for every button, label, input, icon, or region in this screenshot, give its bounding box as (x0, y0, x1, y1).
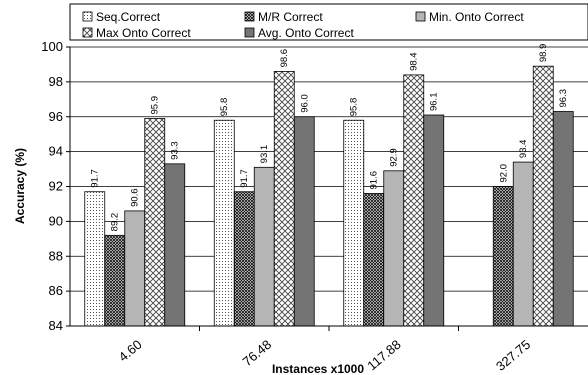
bar-seq-correct-2 (343, 119, 365, 327)
y-tick-label: 88 (49, 248, 63, 263)
data-label: 89.2 (110, 213, 121, 232)
x-tick-label: 327.75 (493, 337, 533, 374)
y-tick-label: 92 (49, 179, 63, 194)
legend-label: Avg. Onto Correct (258, 26, 354, 40)
x-axis-title: Instances x1000 (272, 362, 364, 375)
bar-seq-correct-0 (84, 191, 106, 327)
y-tick-label: 96 (49, 109, 63, 124)
legend-swatch (82, 27, 93, 38)
bar-avg-onto-correct-1 (293, 116, 315, 327)
bar-max-onto-correct-3 (532, 65, 554, 327)
bar-m-r-correct-2 (363, 193, 385, 327)
bar-seq-correct-1 (213, 119, 235, 327)
legend-label: Max Onto Correct (96, 26, 191, 40)
legend-swatch (244, 27, 255, 38)
y-tick-label: 94 (49, 144, 63, 159)
data-label: 98.9 (538, 44, 549, 63)
bar-min-onto-correct-1 (253, 166, 275, 327)
data-label: 93.4 (518, 140, 529, 159)
data-label: 96.3 (558, 89, 569, 108)
legend-box (69, 3, 588, 41)
legend: Seq.Correct M/R Correct Min. Onto Correct M… (69, 3, 588, 41)
legend-label: Min. Onto Correct (429, 10, 524, 24)
legend-swatch (244, 11, 255, 22)
data-label: 92.9 (389, 148, 400, 167)
bar-avg-onto-correct-2 (423, 114, 445, 327)
data-label: 95.8 (349, 98, 360, 117)
bar-max-onto-correct-0 (144, 118, 166, 327)
data-label: 95.9 (150, 96, 161, 115)
data-labels: 91.7 89.2 90.6 95.9 93.3 95.8 91.7 93.1 98.6 96.0… (90, 44, 570, 232)
data-label: 96.1 (429, 93, 440, 112)
bar-m-r-correct-0 (104, 234, 126, 327)
bar-min-onto-correct-3 (512, 161, 534, 327)
x-tick-label: 4.60 (116, 337, 145, 365)
data-label: 92.0 (498, 164, 509, 183)
legend-swatch (415, 11, 426, 22)
bar-avg-onto-correct-0 (164, 163, 186, 327)
bar-m-r-correct-1 (233, 191, 255, 327)
data-label: 93.3 (170, 141, 181, 160)
legend-label: Seq.Correct (96, 10, 161, 24)
legend-swatch (82, 11, 93, 22)
bar-avg-onto-correct-3 (552, 111, 574, 327)
x-tick-label: 117.88 (364, 337, 403, 373)
bar-min-onto-correct-0 (124, 210, 146, 327)
data-label: 91.7 (239, 169, 250, 188)
data-label: 96.0 (299, 94, 310, 113)
y-axis-title: Accuracy (%) (13, 148, 27, 224)
y-tick-label: 98 (49, 74, 63, 89)
legend-label: M/R Correct (258, 10, 323, 24)
y-tick-label: 84 (49, 318, 63, 333)
data-label: 91.6 (369, 171, 380, 190)
bar-m-r-correct-3 (492, 186, 514, 327)
y-tick-label: 100 (41, 39, 63, 54)
bar-max-onto-correct-1 (273, 71, 295, 327)
data-label: 98.4 (409, 52, 420, 71)
bar-max-onto-correct-2 (403, 74, 425, 327)
data-label: 95.8 (219, 98, 230, 117)
data-label: 93.1 (259, 145, 270, 164)
data-label: 91.7 (90, 169, 101, 188)
y-tick-label: 90 (49, 213, 63, 228)
y-tick-label: 86 (49, 283, 63, 298)
data-label: 98.6 (279, 49, 290, 68)
bar-min-onto-correct-2 (383, 170, 405, 327)
data-label: 90.6 (130, 188, 141, 207)
x-tick-label: 76.48 (240, 337, 275, 369)
